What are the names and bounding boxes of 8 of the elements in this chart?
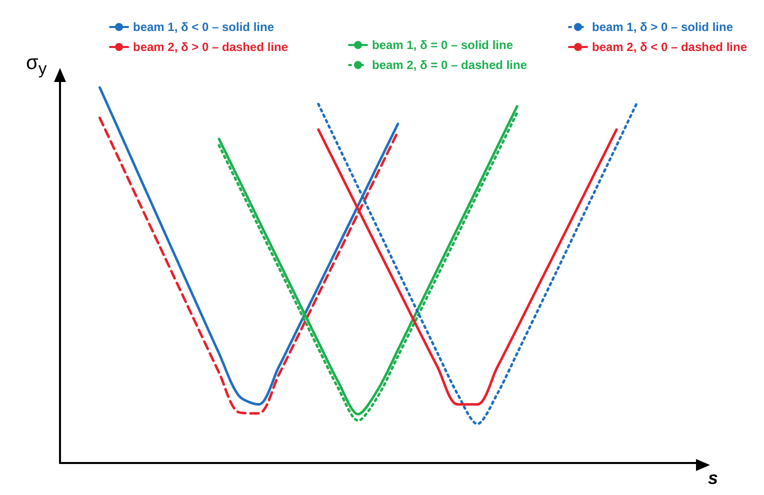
y-axis-title: σ$_{y}$	[26, 52, 47, 79]
legend-label: beam 2, δ < 0 – dashed line	[592, 40, 748, 54]
legend-label: beam 1, δ < 0 – solid line	[133, 20, 274, 34]
legend-label: beam 1, δ = 0 – solid line	[372, 38, 514, 52]
legend-label: beam 2, δ = 0 – dashed line	[372, 58, 528, 72]
x-axis-title: s	[708, 468, 718, 488]
legend-label: beam 1, δ > 0 – solid line	[592, 20, 734, 34]
legend-label: beam 2, δ > 0 – dashed line	[133, 40, 288, 54]
